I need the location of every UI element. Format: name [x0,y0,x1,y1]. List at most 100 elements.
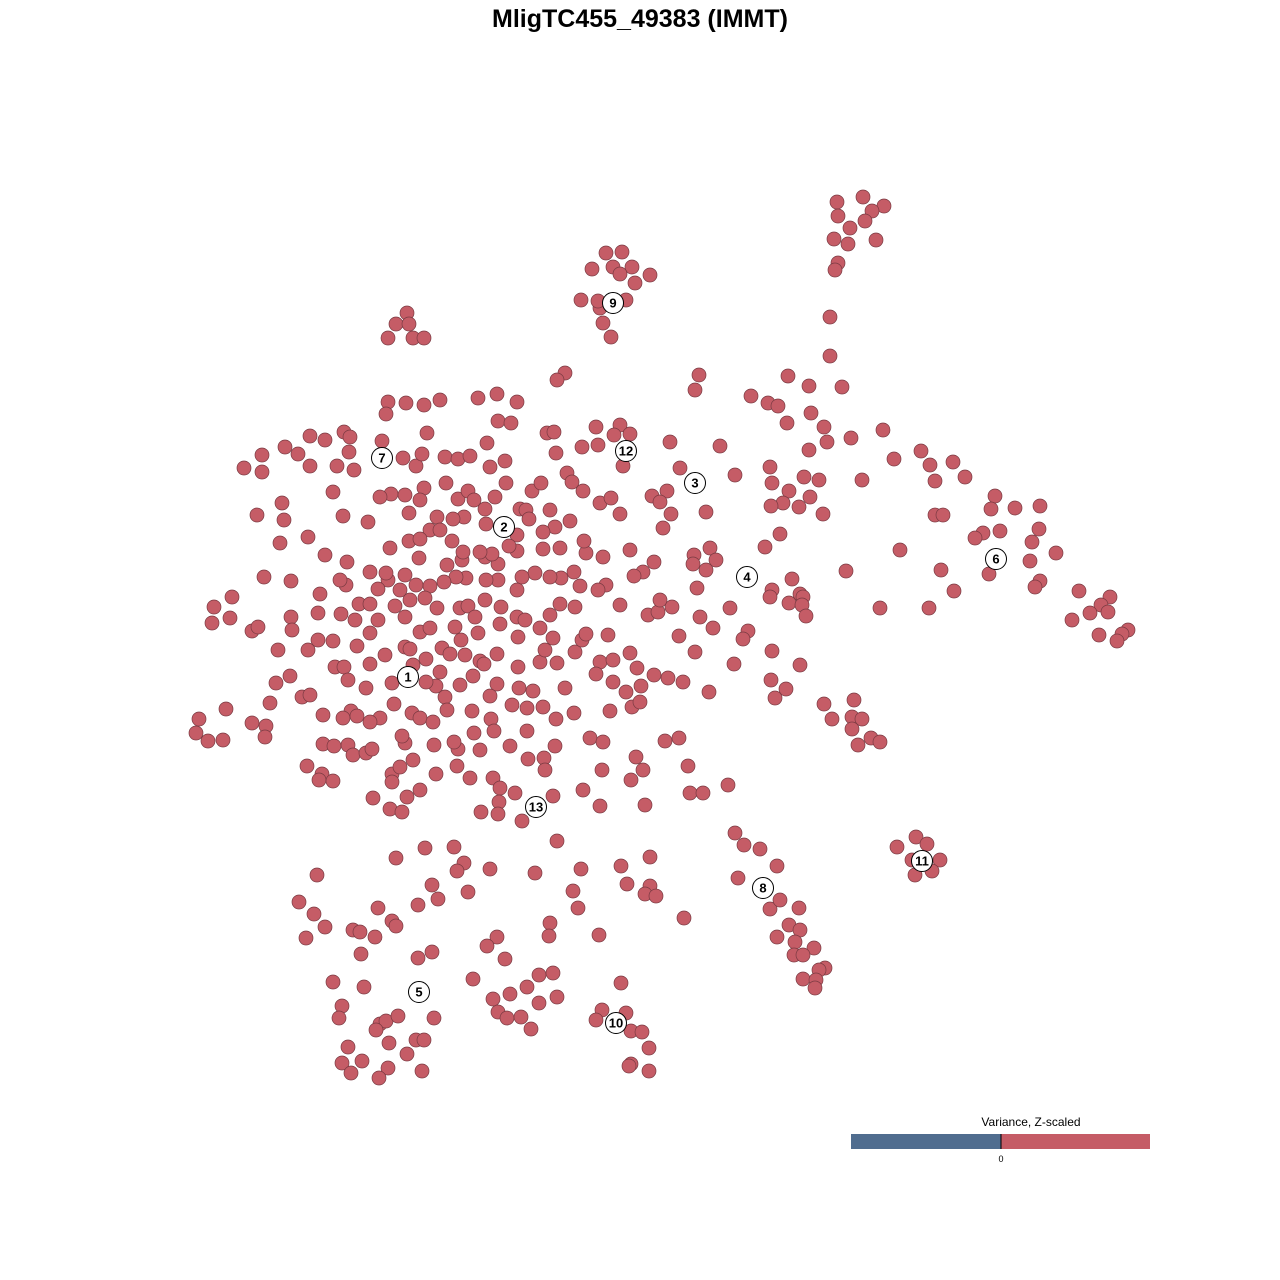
data-point [298,930,314,946]
data-point [380,394,396,410]
cluster-label-badge [397,666,419,688]
data-point [346,462,362,478]
data-point [507,785,523,801]
data-point [1082,605,1098,621]
data-point [646,554,662,570]
data-point [388,918,404,934]
data-point [492,616,508,632]
data-point [781,595,797,611]
data-point [386,696,402,712]
data-point [392,759,408,775]
data-point [341,444,357,460]
cluster-label-text: 11 [915,854,929,869]
data-point [527,565,543,581]
data-point [412,710,428,726]
data-point [489,929,505,945]
data-point [780,368,796,384]
data-point [603,490,619,506]
data-point [511,680,527,696]
data-point [335,508,351,524]
data-point [637,797,653,813]
data-point [498,475,514,491]
data-point [650,604,666,620]
data-point [426,737,442,753]
data-point [432,392,448,408]
data-point [764,475,780,491]
cluster-label-badge [602,292,624,314]
data-point [806,940,822,956]
data-point [844,721,860,737]
data-point [549,833,565,849]
data-point [312,586,328,602]
data-point [843,430,859,446]
data-point [521,511,537,527]
data-point [549,655,565,671]
colorbar-legend: Variance, Z-scaled 0 [851,1115,1150,1164]
data-point [362,714,378,730]
data-point [372,489,388,505]
cluster-label-badge [752,877,774,899]
data-point [449,758,465,774]
data-point [801,378,817,394]
data-point [486,723,502,739]
data-point [291,894,307,910]
data-point [565,883,581,899]
data-point [646,667,662,683]
data-point [590,582,606,598]
data-point [545,630,561,646]
data-point [798,608,814,624]
data-point [648,888,664,904]
data-point [803,405,819,421]
data-point [701,684,717,700]
data-point [347,612,363,628]
data-point [514,813,530,829]
data-point [365,790,381,806]
data-point [549,372,565,388]
data-point [513,1009,529,1025]
data-point [822,309,838,325]
data-point [489,386,505,402]
data-point [763,672,779,688]
data-point [453,632,469,648]
data-point [826,231,842,247]
data-point [416,397,432,413]
data-point [935,507,951,523]
data-point [660,670,676,686]
data-point [476,656,492,672]
data-point [188,725,204,741]
cluster-label-text: 8 [759,881,766,896]
data-point [664,599,680,615]
data-point [614,244,630,260]
data-point [509,394,525,410]
data-point [532,620,548,636]
data-point [622,542,638,558]
data-point [478,572,494,588]
data-point [612,597,628,613]
data-point [284,622,300,638]
data-point [811,472,827,488]
data-point [381,1035,397,1051]
data-point [762,459,778,475]
data-point [472,544,488,560]
data-point [623,772,639,788]
data-point [200,733,216,749]
data-point [1048,545,1064,561]
data-point [762,901,778,917]
data-point [517,612,533,628]
data-point [317,919,333,935]
data-point [698,504,714,520]
cluster-label-2: 2 [493,516,515,538]
data-point [382,540,398,556]
cluster-label-5: 5 [408,981,430,1003]
data-point [595,315,611,331]
data-point [634,1024,650,1040]
data-point [442,646,458,662]
data-point [872,600,888,616]
data-point [613,975,629,991]
data-point [584,261,600,277]
data-point [478,516,494,532]
chart-title: MligTC455_49383 (IMMT) [492,5,788,33]
data-point [394,728,410,744]
data-point [360,514,376,530]
data-point [1100,604,1116,620]
